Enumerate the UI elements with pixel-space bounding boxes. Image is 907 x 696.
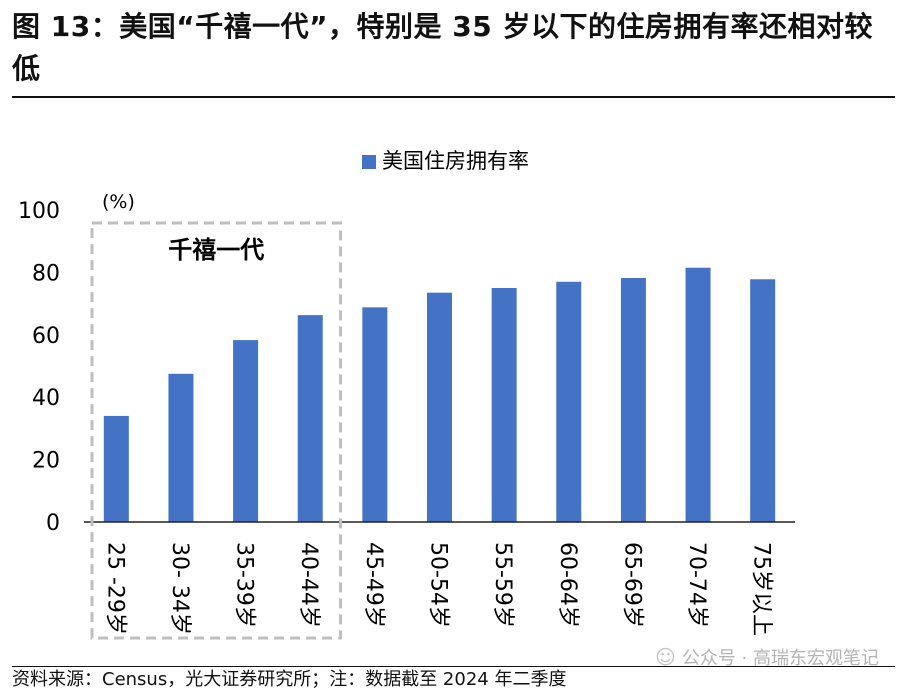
- bar: [297, 315, 323, 522]
- bar-chart: 美国住房拥有率 (%) 0 20 40 60 80 100 25 -29岁 30- 34岁 3…: [18, 149, 795, 640]
- bar: [620, 278, 646, 522]
- title-rule: [12, 96, 895, 98]
- legend-swatch: [362, 155, 376, 169]
- bar: [103, 415, 129, 522]
- bar: [362, 307, 388, 522]
- x-tick-label: 60-64岁: [555, 542, 580, 628]
- millennial-highlight-box: [90, 221, 343, 640]
- watermark-text: 公众号 · 高瑞东宏观笔记: [681, 648, 879, 669]
- x-tick-label: 25 -29岁: [102, 542, 127, 635]
- bar: [750, 279, 776, 522]
- y-tick-label: 20: [32, 449, 60, 474]
- footer-rule: [12, 666, 895, 667]
- y-tick-label: 80: [32, 261, 60, 286]
- bar: [233, 340, 259, 522]
- x-tick-label: 65-69岁: [619, 542, 644, 628]
- x-tick-label: 35-39岁: [232, 542, 257, 628]
- x-tick-label: 70-74岁: [684, 542, 709, 628]
- x-tick-label: 30- 34岁: [167, 542, 192, 635]
- bar: [556, 281, 582, 522]
- x-tick-label: 75岁以上: [749, 542, 774, 636]
- y-axis-ticks: 0 20 40 60 80 100: [18, 199, 60, 536]
- bar: [491, 288, 517, 522]
- source-note: 资料来源：Census，光大证券研究所；注：数据截至 2024 年二季度: [12, 669, 567, 690]
- bar: [685, 267, 711, 522]
- bar: [168, 373, 194, 522]
- millennial-annotation: 千禧一代: [168, 236, 264, 264]
- x-axis-labels: 25 -29岁 30- 34岁 35-39岁 40-44岁 45-49岁 50-54岁 55…: [102, 542, 773, 636]
- bars: [103, 267, 776, 522]
- y-tick-label: 100: [18, 199, 60, 224]
- x-tick-label: 45-49岁: [361, 542, 386, 628]
- wechat-icon: ☺: [654, 645, 676, 669]
- y-tick-label: 0: [46, 511, 60, 536]
- legend-label: 美国住房拥有率: [382, 149, 529, 173]
- legend: 美国住房拥有率: [362, 149, 529, 173]
- unit-label: (%): [102, 191, 135, 213]
- x-tick-label: 40-44岁: [296, 542, 321, 628]
- y-tick-label: 40: [32, 386, 60, 411]
- bar: [427, 292, 452, 522]
- x-tick-label: 55-59岁: [490, 542, 515, 628]
- watermark: ☺ 公众号 · 高瑞东宏观笔记: [655, 644, 879, 670]
- y-tick-label: 60: [32, 324, 60, 349]
- figure-title: 图 13：美国“千禧一代”，特别是 35 岁以下的住房拥有率还相对较低: [12, 10, 873, 85]
- x-tick-label: 50-54岁: [426, 542, 451, 628]
